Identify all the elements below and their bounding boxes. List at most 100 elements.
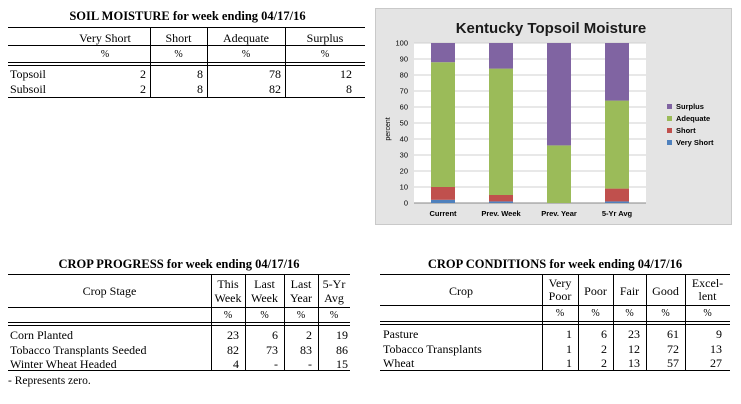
unit-label: % (555, 308, 565, 319)
table-rule (380, 321, 730, 325)
table-cell: 1 (566, 327, 572, 341)
column-divider (211, 274, 212, 370)
column-header: Very (548, 276, 572, 290)
table-cell: 61 (667, 327, 679, 341)
column-divider (578, 274, 579, 370)
bar-segment (431, 199, 455, 203)
bar-segment (547, 43, 571, 146)
unit-label: % (260, 310, 269, 321)
bar-segment (547, 145, 571, 203)
column-divider (284, 274, 285, 370)
column-header: Avg (324, 291, 344, 305)
y-tick-label: 100 (395, 39, 408, 48)
table-cell: 82 (227, 343, 239, 357)
table-cell: 1 (566, 342, 572, 356)
table-cell: 13 (710, 342, 722, 356)
bar-segment (489, 195, 513, 202)
column-divider (685, 274, 686, 370)
y-tick-label: 10 (400, 183, 408, 192)
column-divider (285, 27, 286, 97)
table-cell: 2 (306, 328, 312, 342)
bar-segment (489, 68, 513, 195)
y-tick-label: 80 (400, 71, 408, 80)
table-cell: 23 (628, 327, 640, 341)
table-cell: 6 (601, 327, 607, 341)
column-divider (613, 274, 614, 370)
chart-svg: Kentucky Topsoil Moisture percent 0 10 20 3… (385, 20, 714, 218)
x-tick-label: Prev. Year (541, 209, 577, 218)
table-cell: 73 (266, 343, 278, 357)
crop-conditions-title: CROP CONDITIONS for week ending 04/17/16 (427, 257, 683, 271)
column-header: Crop (449, 284, 473, 298)
column-header: Week (214, 291, 242, 305)
legend-label: Surplus (676, 102, 704, 111)
legend-label: Short (676, 126, 696, 135)
column-header: Poor (548, 289, 572, 303)
row-label: Corn Planted (10, 328, 73, 342)
y-tick-label: 60 (400, 103, 408, 112)
table-cell: 2 (601, 356, 607, 370)
table-cell: 2 (140, 82, 146, 96)
table-cell: 82 (269, 82, 281, 96)
y-tick-label: 30 (400, 151, 408, 160)
column-divider (245, 274, 246, 370)
legend-swatch (667, 116, 672, 121)
topsoil-moisture-chart: Kentucky Topsoil Moisture percent 0 10 20 3… (375, 8, 732, 225)
table-rule (8, 307, 350, 308)
column-divider (542, 274, 543, 370)
table-cell: 2 (601, 342, 607, 356)
y-tick-label: 20 (400, 167, 408, 176)
column-header: Very Short (79, 31, 131, 45)
table-rule (8, 97, 365, 98)
y-tick-label: 50 (400, 119, 408, 128)
unit-label: % (625, 308, 634, 319)
table-rule (8, 45, 365, 46)
column-header: Last (290, 277, 312, 291)
x-tick-label: Prev. Week (481, 209, 521, 218)
table-cell: 9 (716, 327, 722, 341)
column-header: Crop Stage (82, 284, 137, 298)
column-header: lent (698, 289, 717, 303)
legend-label: Very Short (676, 138, 714, 147)
table-rule (8, 27, 365, 28)
unit-label: % (241, 49, 251, 60)
table-cell: 6 (272, 328, 278, 342)
column-header: Last (254, 277, 275, 291)
footnote: - Represents zero. (8, 375, 91, 387)
column-divider (150, 27, 151, 97)
table-cell: 1 (566, 356, 572, 370)
row-label: Subsoil (10, 82, 47, 96)
chart-y-axis-label: percent (385, 117, 392, 140)
table-cell: 4 (233, 357, 239, 371)
bar-segment (605, 201, 629, 203)
unit-label: % (174, 49, 183, 60)
unit-label: % (591, 308, 600, 319)
row-label: Tobacco Transplants (383, 342, 482, 356)
table-cell: 2 (140, 67, 146, 81)
table-cell: - (274, 357, 278, 371)
table-cell: 8 (346, 82, 352, 96)
column-header: Week (250, 291, 279, 305)
table-rule (380, 305, 730, 306)
column-header: 5-Yr (322, 277, 346, 291)
column-header: Short (165, 31, 192, 45)
bar-segment (431, 62, 455, 188)
bar-segment (489, 201, 513, 203)
legend-swatch (667, 140, 672, 145)
unit-label: % (296, 310, 306, 321)
bar-segment (489, 43, 513, 69)
unit-label: % (661, 308, 670, 319)
table-cell: 27 (710, 356, 722, 370)
column-divider (646, 274, 647, 370)
x-tick-label: Current (429, 209, 457, 218)
unit-label: % (329, 310, 339, 321)
table-rule (380, 274, 730, 275)
soil-moisture-title: SOIL MOISTURE for week ending 04/17/16 (69, 9, 306, 23)
bar-segment (605, 100, 629, 189)
unit-label: % (100, 49, 110, 60)
x-tick-label: 5-Yr Avg (602, 209, 633, 218)
column-header: Fair (619, 284, 640, 298)
column-header: Year (289, 291, 313, 305)
table-rule (8, 322, 350, 326)
table-cell: 13 (628, 356, 640, 370)
